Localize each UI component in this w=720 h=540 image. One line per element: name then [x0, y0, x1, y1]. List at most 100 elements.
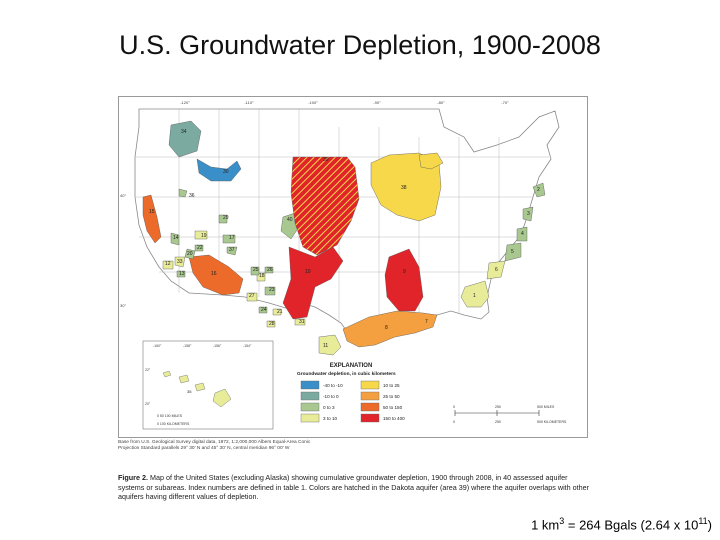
index-label-38: 38: [401, 185, 407, 191]
slide-title: U.S. Groundwater Depletion, 1900-2008: [119, 30, 601, 60]
scale-mile-label: 250: [495, 405, 501, 409]
legend-swatch: [300, 402, 320, 412]
index-label-14: 14: [173, 235, 179, 241]
index-label-11: 11: [323, 343, 328, 349]
region-34: [168, 120, 202, 158]
inset-lon-label: -156°: [213, 344, 222, 348]
inset-scale-km: 0 100 KILOMETERS: [157, 422, 190, 426]
region-13: [176, 270, 186, 278]
region-21: [272, 308, 282, 316]
index-label-36: 36: [189, 193, 195, 199]
index-label-17: 17: [229, 235, 235, 241]
index-label-37: 37: [229, 247, 235, 253]
region-26: [264, 266, 274, 274]
legend: EXPLANATION Groundwater depletion, in cu…: [297, 363, 405, 423]
region-28: [266, 320, 276, 328]
region-25: [250, 266, 260, 276]
map-frame: -120° -110° -100° -90° -80° -70° 40° 30°: [118, 96, 588, 438]
region-20: [184, 248, 196, 260]
figure-caption: Figure 2. Map of the United States (excl…: [118, 473, 593, 502]
aquifer-regions: [142, 120, 546, 356]
region-33: [174, 256, 186, 268]
inset-lat-label: 20°: [145, 402, 151, 406]
lon-label: -80°: [437, 100, 445, 105]
index-label-20: 20: [187, 251, 193, 257]
legend-label: 0 to 3: [323, 405, 335, 410]
unit-exp: 11: [698, 516, 708, 526]
source-note: Base from U.S. Geological Survey digital…: [118, 440, 311, 451]
caption-text: Map of the United States (excluding Alas…: [118, 473, 590, 501]
region-19: [194, 230, 208, 240]
index-label-34: 34: [181, 129, 187, 135]
unit-km: 1 km: [531, 517, 560, 533]
inset-lat-label: 22°: [145, 368, 151, 372]
longitude-labels: -120° -110° -100° -90° -80° -70°: [180, 100, 509, 105]
legend-label: 150 to 400: [383, 416, 405, 421]
caption-label: Figure 2.: [118, 473, 148, 482]
region-29: [218, 214, 228, 224]
index-label-29: 29: [223, 215, 229, 221]
inset-lon-label: -154°: [243, 344, 252, 348]
region-37: [226, 246, 238, 256]
region-16: [188, 254, 244, 296]
region-5: [504, 242, 522, 262]
index-label-2: 2: [537, 187, 540, 193]
inset-lon-label: -160°: [153, 344, 162, 348]
index-label-16: 16: [211, 271, 217, 277]
index-label-27: 27: [249, 293, 255, 299]
index-label-13: 13: [179, 271, 185, 277]
index-label-18: 18: [259, 273, 265, 279]
legend-label: 10 to 25: [383, 383, 400, 388]
index-label-1: 1: [473, 293, 476, 299]
scale-km-label: 250: [495, 420, 501, 424]
legend-label: 25 to 50: [383, 394, 400, 399]
legend-label: 50 to 150: [383, 405, 403, 410]
scale-km-label: 0: [453, 420, 455, 424]
region-30: [196, 158, 242, 182]
legend-label: 3 to 10: [323, 416, 337, 421]
region-23: [264, 286, 276, 296]
index-label-6: 6: [495, 267, 498, 273]
region-11: [318, 334, 342, 356]
scale-mile-label: 500 MILES: [537, 405, 555, 409]
region-1: [460, 280, 490, 308]
index-label-12: 12: [165, 261, 171, 267]
legend-swatch: [300, 380, 320, 390]
region-9: [384, 248, 424, 312]
region-31: [294, 318, 306, 326]
region-24: [258, 306, 268, 314]
lon-label: -120°: [180, 100, 190, 105]
legend-heading: EXPLANATION: [330, 363, 373, 369]
hawaii-islands: [162, 370, 232, 408]
unit-km-exp: 3: [559, 516, 565, 526]
inset-index: 35: [187, 389, 192, 394]
region-36: [178, 188, 188, 198]
legend-label: -10 to 0: [323, 394, 339, 399]
index-label-4: 4: [521, 231, 524, 237]
index-label-7: 7: [425, 319, 428, 325]
latitude-labels: 40° 30°: [120, 193, 126, 308]
index-label-25: 25: [253, 267, 259, 273]
unit-middle: = 264 Bgals (2.64 x 10: [564, 517, 699, 533]
legend-swatch: [360, 391, 380, 401]
lon-label: -70°: [501, 100, 509, 105]
index-label-28: 28: [269, 321, 275, 327]
index-label-21: 21: [277, 309, 283, 315]
index-label-24: 24: [261, 307, 267, 313]
region-17: [222, 234, 236, 244]
region-22: [194, 244, 204, 252]
legend-swatch: [360, 402, 380, 412]
index-label-23: 23: [269, 287, 275, 293]
index-label-30: 30: [223, 169, 229, 175]
index-label-5: 5: [511, 249, 514, 255]
region-8: [342, 310, 438, 348]
region-38-east: [418, 152, 444, 170]
inset-lon-label: -158°: [183, 344, 192, 348]
lat-label: 30°: [120, 303, 126, 308]
legend-swatch: [300, 391, 320, 401]
unit-end: ): [707, 517, 712, 533]
hawaii-inset: -160° -158° -156° -154° 22° 20° 35 0 50 100 …: [142, 340, 274, 430]
index-label-31: 31: [299, 319, 305, 325]
legend-swatch: [360, 413, 380, 423]
legend-swatch: [300, 413, 320, 423]
